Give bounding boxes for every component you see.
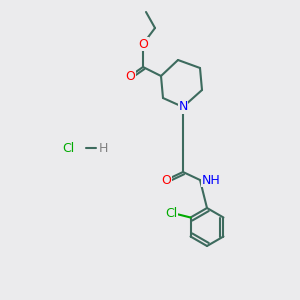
Text: O: O [161,173,171,187]
Text: Cl: Cl [165,207,178,220]
Text: NH: NH [202,173,221,187]
Text: O: O [138,38,148,50]
Text: Cl: Cl [62,142,74,154]
Text: O: O [125,70,135,83]
Text: H: H [98,142,108,154]
Text: N: N [178,100,188,113]
